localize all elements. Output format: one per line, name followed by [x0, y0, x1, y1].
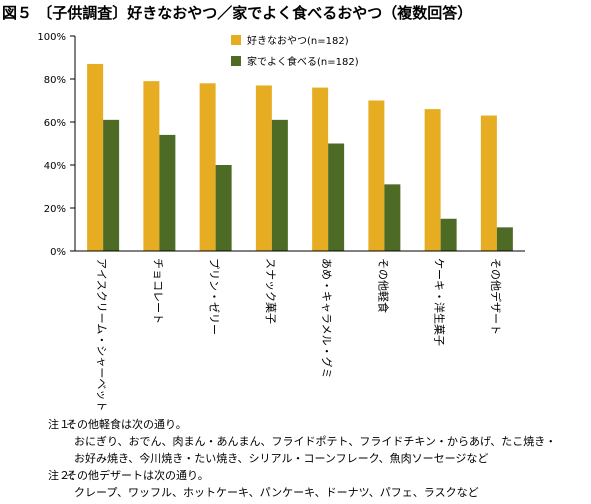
x-category-label: あめ・キャラメル・グミ — [320, 258, 334, 379]
x-category-label: チョコレート — [151, 258, 164, 324]
bar-favorite-6 — [368, 100, 385, 251]
bar-home-2 — [159, 134, 176, 251]
bar-favorite-3 — [199, 83, 216, 251]
bar-favorite-4 — [255, 85, 272, 251]
note-1-text: その他軽食は次の通り。 — [66, 418, 187, 431]
note-1: 注１：その他軽食は次の通り。 おにぎり、おでん、肉まん・あんまん、フライドポテト… — [48, 416, 556, 467]
legend-label-1: 好きなおやつ(n=182) — [247, 35, 349, 47]
notes: 注１：その他軽食は次の通り。 おにぎり、おでん、肉まん・あんまん、フライドポテト… — [48, 416, 556, 501]
bar-chart: 100% 80% 60% 40% 20% 0% アイスクリーム・シャーベット チョコレート プリ… — [37, 32, 525, 410]
note-2-text: その他デザートは次の通り。 — [66, 469, 209, 482]
y-tick-label: 80% — [44, 75, 66, 86]
bar-home-5 — [328, 143, 345, 251]
bar-favorite-2 — [143, 81, 160, 252]
legend-swatch-2 — [231, 56, 241, 66]
chart-title: 図５ 〔子供調査〕好きなおやつ／家でよく食べるおやつ（複数回答） — [2, 4, 473, 22]
x-category-label: スナック菓子 — [264, 258, 277, 324]
bar-home-7 — [440, 218, 457, 251]
x-category-label: その他軽食 — [376, 258, 390, 313]
legend-label-2: 家でよく食べる(n=182) — [247, 55, 359, 68]
bar-home-6 — [384, 184, 401, 251]
x-category-label: プリン・ゼリー — [208, 258, 221, 335]
bar-home-1 — [103, 119, 120, 251]
x-category-label: ケーキ・洋生菓子 — [433, 258, 447, 346]
bar-favorite-5 — [312, 87, 329, 251]
x-category-label: アイスクリーム・シャーベット — [95, 258, 108, 410]
y-tick-label: 100% — [37, 32, 66, 43]
y-tick-label: 20% — [44, 204, 66, 215]
legend-swatch-1 — [231, 35, 241, 45]
note-1-label: 注１： — [48, 418, 81, 431]
y-tick-label: 40% — [44, 161, 66, 172]
bar-favorite-1 — [87, 63, 104, 252]
y-tick-label: 0% — [50, 247, 66, 258]
bar-favorite-7 — [424, 109, 441, 251]
note-1-detail-2: お好み焼き、今川焼き・たい焼き、シリアル・コーンフレーク、魚肉ソーセージなど — [74, 452, 489, 465]
note-1-detail-1: おにぎり、おでん、肉まん・あんまん、フライドポテト、フライドチキン・からあげ、た… — [74, 435, 557, 448]
bar-home-3 — [215, 165, 232, 251]
bar-favorite-8 — [480, 115, 497, 251]
note-2-detail-1: クレープ、ワッフル、ホットケーキ、パンケーキ、ドーナツ、パフェ、ラスクなど — [74, 486, 479, 499]
bar-home-8 — [496, 227, 513, 251]
x-category-label: その他デザート — [489, 258, 503, 335]
y-tick-label: 60% — [44, 118, 66, 129]
note-2: 注２：その他デザートは次の通り。 クレープ、ワッフル、ホットケーキ、パンケーキ、… — [48, 467, 556, 501]
note-2-label: 注２： — [48, 469, 81, 482]
bar-home-4 — [271, 119, 288, 251]
